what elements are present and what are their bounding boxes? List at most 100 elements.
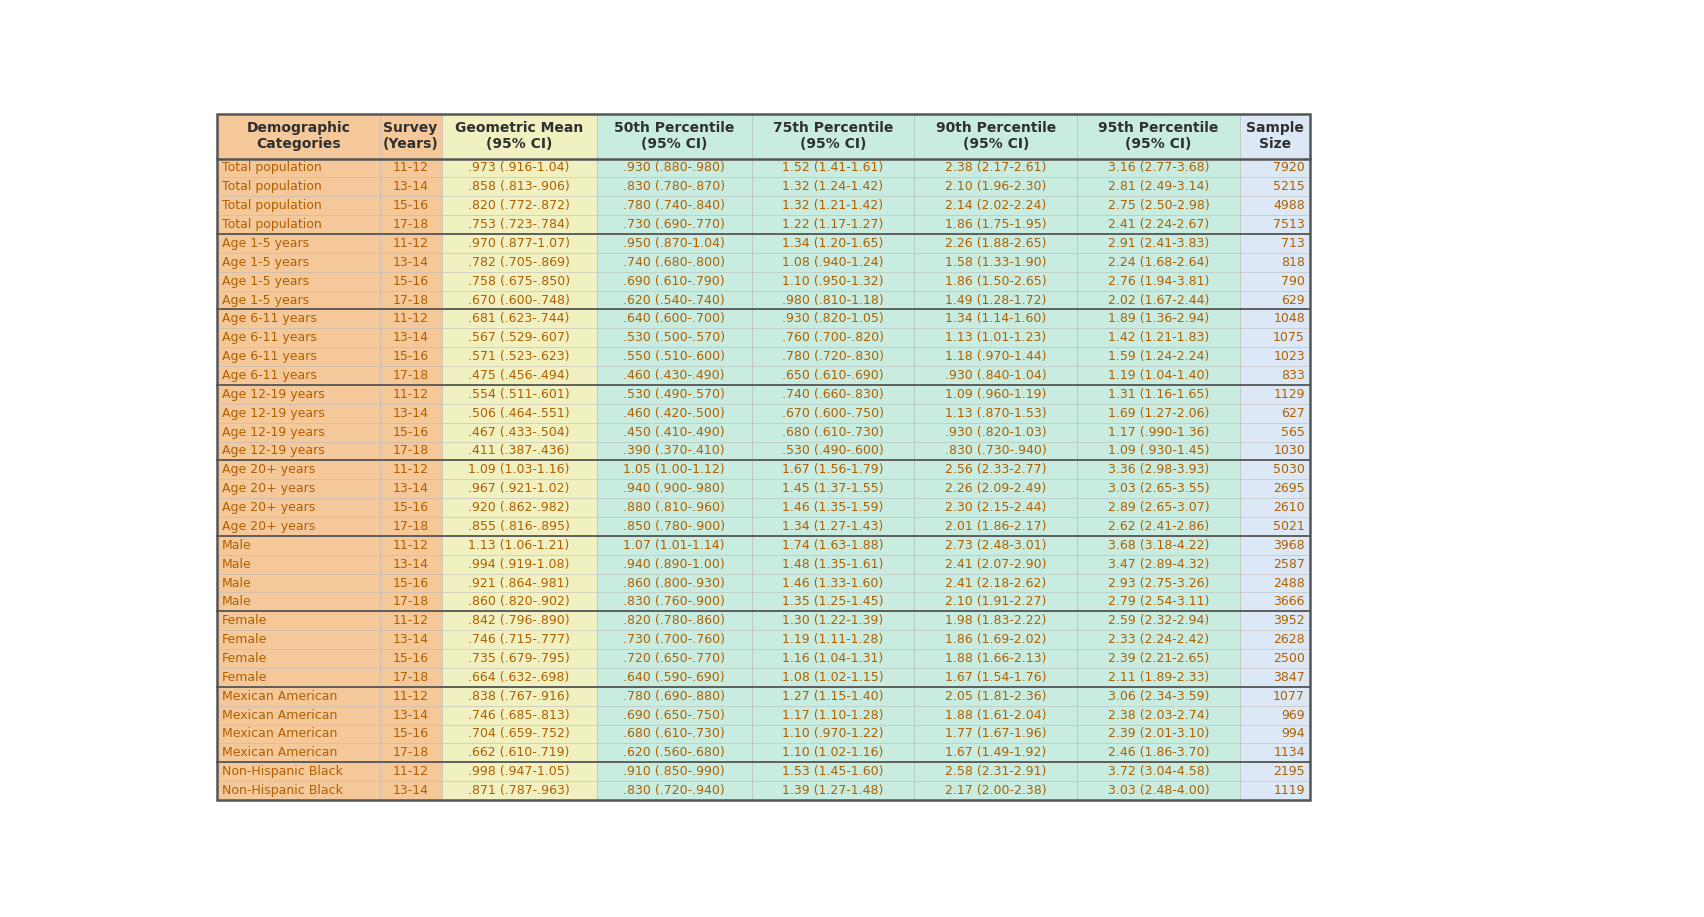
- Text: 2.41 (2.07-2.90): 2.41 (2.07-2.90): [946, 558, 1046, 570]
- Bar: [380, 114, 441, 159]
- Bar: [216, 762, 380, 781]
- Text: 2500: 2500: [1273, 652, 1305, 665]
- Bar: [380, 781, 441, 800]
- Text: 1.39 (1.27-1.48): 1.39 (1.27-1.48): [782, 784, 884, 797]
- Text: 1.08 (1.02-1.15): 1.08 (1.02-1.15): [782, 671, 884, 684]
- Text: 1048: 1048: [1273, 313, 1305, 326]
- Text: 1.27 (1.15-1.40): 1.27 (1.15-1.40): [782, 690, 884, 702]
- Bar: [216, 592, 380, 612]
- Bar: [596, 348, 751, 366]
- Text: 5215: 5215: [1273, 181, 1305, 193]
- Bar: [915, 706, 1077, 724]
- Text: 17-18: 17-18: [392, 671, 429, 684]
- Bar: [1241, 291, 1310, 309]
- Bar: [915, 159, 1077, 177]
- Text: 3.16 (2.77-3.68): 3.16 (2.77-3.68): [1108, 161, 1210, 174]
- Text: Age 1-5 years: Age 1-5 years: [222, 237, 308, 250]
- Bar: [216, 403, 380, 423]
- Bar: [441, 724, 596, 744]
- Text: .735 (.679-.795): .735 (.679-.795): [469, 652, 571, 665]
- Text: .680 (.610-.730): .680 (.610-.730): [624, 727, 724, 740]
- Bar: [915, 612, 1077, 630]
- Text: .967 (.921-1.02): .967 (.921-1.02): [469, 482, 569, 495]
- Bar: [216, 271, 380, 291]
- Text: 15-16: 15-16: [392, 199, 429, 212]
- Text: Sample
Size: Sample Size: [1246, 121, 1304, 151]
- Text: 2.76 (1.94-3.81): 2.76 (1.94-3.81): [1108, 275, 1210, 288]
- Bar: [441, 517, 596, 536]
- Bar: [751, 271, 915, 291]
- Bar: [216, 668, 380, 687]
- Bar: [915, 762, 1077, 781]
- Text: 17-18: 17-18: [392, 746, 429, 759]
- Text: .730 (.690-.770): .730 (.690-.770): [624, 218, 726, 231]
- Text: .994 (.919-1.08): .994 (.919-1.08): [469, 558, 569, 570]
- Bar: [1241, 781, 1310, 800]
- Text: .930 (.840-1.04): .930 (.840-1.04): [946, 369, 1046, 382]
- Bar: [441, 630, 596, 649]
- Text: 1030: 1030: [1273, 445, 1305, 458]
- Bar: [596, 480, 751, 498]
- Text: 1023: 1023: [1273, 350, 1305, 363]
- Text: 13-14: 13-14: [392, 709, 429, 722]
- Bar: [216, 480, 380, 498]
- Text: .720 (.650-.770): .720 (.650-.770): [624, 652, 726, 665]
- Bar: [1077, 348, 1241, 366]
- Bar: [380, 159, 441, 177]
- Text: 15-16: 15-16: [392, 501, 429, 514]
- Text: Age 6-11 years: Age 6-11 years: [222, 369, 317, 382]
- Text: Mexican American: Mexican American: [222, 746, 337, 759]
- Bar: [441, 536, 596, 555]
- Bar: [380, 366, 441, 385]
- Text: .860 (.800-.930): .860 (.800-.930): [624, 577, 726, 590]
- Bar: [441, 234, 596, 253]
- Text: .530 (.500-.570): .530 (.500-.570): [624, 331, 726, 344]
- Text: 1.30 (1.22-1.39): 1.30 (1.22-1.39): [782, 614, 884, 627]
- Text: 3952: 3952: [1273, 614, 1305, 627]
- Text: 17-18: 17-18: [392, 293, 429, 306]
- Bar: [751, 612, 915, 630]
- Bar: [441, 196, 596, 215]
- Text: 2628: 2628: [1273, 633, 1305, 646]
- Bar: [441, 291, 596, 309]
- Bar: [441, 460, 596, 480]
- Text: Female: Female: [222, 614, 268, 627]
- Bar: [915, 555, 1077, 573]
- Bar: [1241, 114, 1310, 159]
- Text: 1.86 (1.75-1.95): 1.86 (1.75-1.95): [946, 218, 1046, 231]
- Bar: [380, 385, 441, 403]
- Text: .830 (.760-.900): .830 (.760-.900): [624, 595, 726, 608]
- Bar: [216, 234, 380, 253]
- Bar: [1077, 114, 1241, 159]
- Text: Age 12-19 years: Age 12-19 years: [222, 407, 324, 420]
- Bar: [1077, 385, 1241, 403]
- Bar: [596, 762, 751, 781]
- Text: .842 (.796-.890): .842 (.796-.890): [469, 614, 569, 627]
- Text: Age 6-11 years: Age 6-11 years: [222, 331, 317, 344]
- Bar: [380, 215, 441, 234]
- Bar: [1241, 385, 1310, 403]
- Bar: [216, 573, 380, 592]
- Text: 7513: 7513: [1273, 218, 1305, 231]
- Bar: [751, 630, 915, 649]
- Text: 2.41 (2.18-2.62): 2.41 (2.18-2.62): [946, 577, 1046, 590]
- Bar: [596, 441, 751, 460]
- Text: 833: 833: [1281, 369, 1305, 382]
- Bar: [596, 687, 751, 706]
- Text: 3.03 (2.48-4.00): 3.03 (2.48-4.00): [1108, 784, 1210, 797]
- Text: .554 (.511-.601): .554 (.511-.601): [469, 388, 569, 401]
- Text: 1.34 (1.14-1.60): 1.34 (1.14-1.60): [946, 313, 1046, 326]
- Bar: [1241, 573, 1310, 592]
- Bar: [216, 460, 380, 480]
- Bar: [380, 291, 441, 309]
- Bar: [441, 555, 596, 573]
- Text: 2.38 (2.03-2.74): 2.38 (2.03-2.74): [1108, 709, 1210, 722]
- Bar: [751, 480, 915, 498]
- Text: .940 (.900-.980): .940 (.900-.980): [624, 482, 724, 495]
- Bar: [915, 517, 1077, 536]
- Text: 1.88 (1.61-2.04): 1.88 (1.61-2.04): [946, 709, 1046, 722]
- Text: 11-12: 11-12: [392, 388, 429, 401]
- Bar: [915, 328, 1077, 348]
- Text: .910 (.850-.990): .910 (.850-.990): [624, 765, 724, 779]
- Text: 1.69 (1.27-2.06): 1.69 (1.27-2.06): [1108, 407, 1210, 420]
